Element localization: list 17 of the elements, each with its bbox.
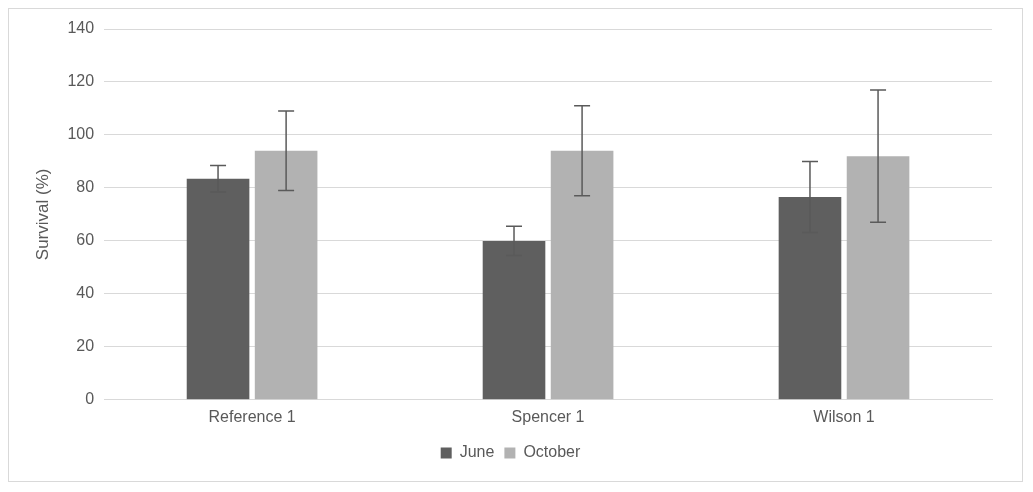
y-axis-title: Survival (%) xyxy=(32,168,52,261)
legend-label: October xyxy=(523,443,581,461)
y-tick-label: 100 xyxy=(67,125,95,143)
y-tick-label: 60 xyxy=(76,231,95,249)
bar xyxy=(254,150,318,400)
x-tick-label: Reference 1 xyxy=(208,407,296,425)
y-tick-label: 40 xyxy=(76,284,95,302)
x-tick-label: Wilson 1 xyxy=(813,407,875,425)
bar xyxy=(550,150,614,400)
y-tick-label: 140 xyxy=(67,19,95,37)
y-tick-label: 80 xyxy=(76,178,95,196)
legend-label: June xyxy=(459,443,495,461)
x-tick-label: Spencer 1 xyxy=(511,407,585,425)
y-tick-label: 0 xyxy=(85,390,95,408)
y-tick-label: 120 xyxy=(67,72,95,90)
bar xyxy=(846,156,910,400)
y-tick-label: 20 xyxy=(76,337,95,355)
